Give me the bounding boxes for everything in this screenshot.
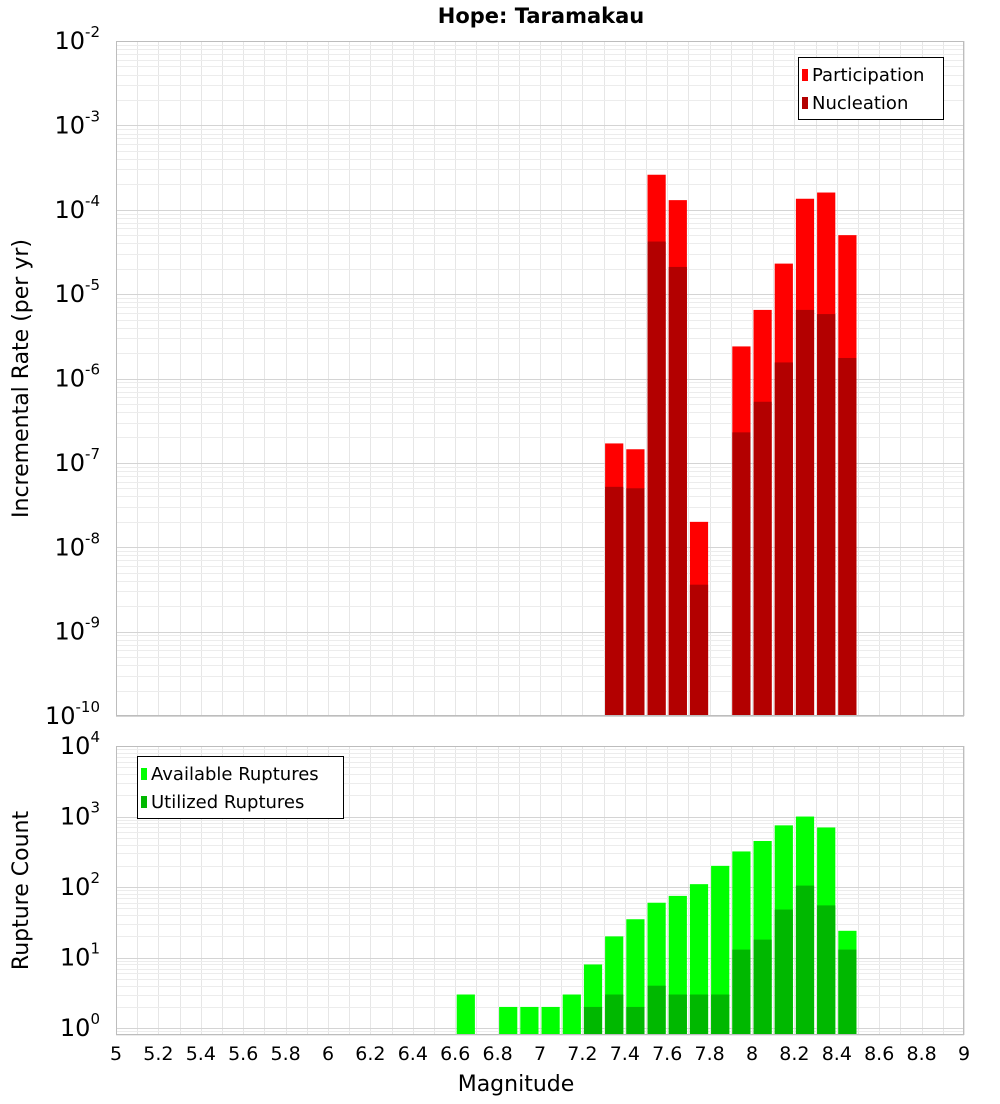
y-tick-label: 10-7	[54, 445, 100, 477]
x-tick-label: 8.6	[864, 1043, 894, 1065]
bar	[647, 985, 666, 1035]
bar	[647, 241, 666, 717]
bar	[689, 994, 709, 1035]
x-tick-label: 8.4	[822, 1043, 852, 1065]
y-tick-label: 10-9	[54, 614, 100, 646]
bar	[795, 309, 815, 716]
x-tick-label: 8.2	[779, 1043, 809, 1065]
y-tick-label: 104	[60, 728, 100, 760]
legend: Available Ruptures Utilized Ruptures	[137, 756, 344, 819]
y-tick-label: 10-10	[45, 698, 100, 730]
bar	[456, 994, 475, 1035]
bar	[562, 994, 581, 1035]
y-axis-label: Incremental Rate (per yr)	[9, 239, 34, 518]
x-tick-label: 7.8	[694, 1043, 724, 1065]
bar	[626, 488, 645, 716]
y-tick-label: 10-6	[54, 361, 100, 393]
bar	[838, 357, 857, 716]
x-tick-label: 7.6	[652, 1043, 682, 1065]
y-tick-label: 10-2	[54, 23, 100, 55]
bar	[668, 266, 687, 716]
x-tick-label: 8.8	[906, 1043, 936, 1065]
x-tick-label: 5.8	[270, 1043, 300, 1065]
chart-title: Hope: Taramakau	[438, 4, 644, 28]
legend: Participation Nucleation	[798, 57, 944, 120]
bar	[520, 1006, 539, 1035]
y-tick-label: 102	[60, 869, 100, 901]
legend-swatch	[141, 796, 147, 808]
x-tick-label: 5.2	[143, 1043, 173, 1065]
legend-label: Nucleation	[812, 93, 908, 114]
legend-box	[137, 756, 344, 819]
bar-series-2	[583, 885, 857, 1035]
y-tick-label: 10-4	[54, 192, 100, 224]
x-tick-label: 7.2	[567, 1043, 597, 1065]
x-tick-label: 5.4	[186, 1043, 216, 1065]
bar	[711, 865, 730, 1035]
y-tick-label: 100	[60, 1010, 100, 1042]
x-tick-label: 5	[110, 1043, 122, 1065]
x-tick-label: 9	[958, 1043, 970, 1065]
bar	[732, 432, 751, 716]
bar	[626, 1006, 645, 1035]
x-tick-label: 6.2	[355, 1043, 385, 1065]
plot-border	[116, 746, 964, 1035]
legend-box	[798, 57, 944, 120]
legend-swatch	[141, 768, 147, 780]
bar	[817, 905, 836, 1035]
x-axis-label: Magnitude	[458, 1072, 575, 1097]
plot-border	[116, 41, 964, 716]
bar	[605, 486, 624, 716]
y-tick-label: 103	[60, 799, 100, 831]
x-tick-label: 5.6	[228, 1043, 258, 1065]
chart-panel-2: 100 101 102 103 104 5 5.2 5.4 5.6 5.8 6 6.2 6.4 6.6 6.…	[9, 728, 970, 1097]
legend-label: Available Ruptures	[151, 764, 319, 785]
bar	[774, 362, 793, 716]
legend-swatch	[802, 69, 808, 81]
bar	[626, 919, 645, 1035]
bar	[583, 1006, 603, 1035]
bar	[753, 401, 772, 716]
legend-label: Participation	[812, 65, 924, 86]
bar	[753, 939, 772, 1035]
y-tick-label: 10-5	[54, 276, 100, 308]
legend-label: Utilized Ruptures	[151, 792, 304, 813]
x-tick-label: 8	[746, 1043, 758, 1065]
x-tick-label: 7.4	[610, 1043, 640, 1065]
bar	[605, 994, 624, 1035]
y-axis-label: Rupture Count	[9, 811, 34, 971]
bar	[499, 1006, 518, 1035]
y-tick-label: 101	[60, 940, 100, 972]
legend-swatch	[802, 97, 808, 109]
bar-series-2	[605, 241, 857, 717]
grid-lines	[116, 41, 965, 717]
bar	[711, 994, 730, 1035]
y-tick-label: 10-8	[54, 529, 100, 561]
bar	[668, 994, 687, 1035]
x-tick-label: 7	[534, 1043, 546, 1065]
x-tick-label: 6.4	[398, 1043, 428, 1065]
bar	[774, 909, 793, 1035]
x-tick-label: 6.8	[482, 1043, 512, 1065]
chart-panel-1: 10-10 10-9 10-8 10-7 10-6 10-5 10-4 10-3 10-2 Hop…	[9, 4, 965, 730]
bar	[817, 314, 836, 716]
bar	[541, 1006, 560, 1035]
bar	[795, 885, 815, 1035]
bar	[732, 949, 751, 1035]
bar	[689, 584, 709, 716]
x-tick-label: 6.6	[440, 1043, 470, 1065]
y-tick-label: 10-3	[54, 107, 100, 139]
bar	[838, 949, 857, 1035]
x-tick-label: 6	[322, 1043, 334, 1065]
